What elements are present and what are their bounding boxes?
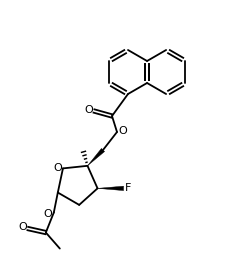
Text: O: O [44,209,52,219]
Text: O: O [119,126,127,136]
Text: O: O [19,221,27,232]
Polygon shape [98,186,123,191]
Text: F: F [125,183,132,193]
Text: O: O [85,105,93,115]
Polygon shape [87,148,105,166]
Text: O: O [54,164,62,173]
